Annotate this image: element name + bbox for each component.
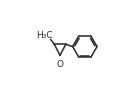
Text: H₃C: H₃C	[36, 31, 53, 40]
Text: O: O	[56, 59, 63, 69]
